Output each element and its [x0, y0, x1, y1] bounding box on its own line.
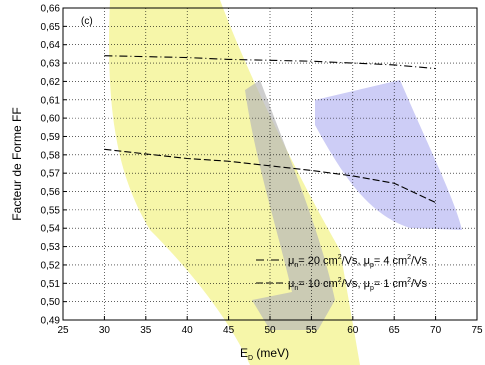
- x-tick-label: 30: [99, 325, 111, 336]
- x-tick-label: 25: [57, 325, 69, 336]
- series-line-2: [104, 148, 436, 204]
- y-tick-label: 0,60: [41, 114, 61, 125]
- y-tick-label: 0,62: [41, 77, 61, 88]
- legend-label-1: μn= 20 cm2/Vs, μp= 4 cm2/Vs: [288, 254, 427, 269]
- y-tick-label: 0,64: [41, 40, 61, 51]
- y-tick-label: 0,50: [41, 297, 61, 308]
- legend-label-part: μ: [288, 278, 294, 290]
- watermark: [109, 0, 462, 365]
- axis-ticks: 25 30 35 40 45 50 55 60 65 70 75 0,49 0,50 0,51 0,52 0,…: [41, 4, 483, 337]
- legend-label-part: 2: [338, 254, 342, 261]
- watermark-gray-stroke: [245, 80, 335, 330]
- x-tick-label: 60: [347, 325, 359, 336]
- y-tick-label: 0,49: [41, 316, 61, 327]
- y-tick-label: 0,56: [41, 187, 61, 198]
- legend-label-part: p: [370, 285, 374, 292]
- y-tick-label: 0,53: [41, 242, 61, 253]
- x-tick-label: 65: [389, 325, 401, 336]
- legend-label-part: /Vs: [411, 255, 427, 267]
- series-line-1: [104, 55, 436, 70]
- legend-label-part: 2: [407, 277, 411, 284]
- x-tick-label: 70: [430, 325, 442, 336]
- x-tick-label: 75: [471, 325, 483, 336]
- legend-label-part: = 1 cm: [374, 278, 407, 290]
- panel-label: (c): [81, 16, 93, 27]
- legend-label-part: 2: [338, 277, 342, 284]
- x-tick-label: 40: [182, 325, 194, 336]
- y-tick-label: 0,57: [41, 169, 61, 180]
- y-tick-label: 0,61: [41, 95, 61, 106]
- legend-label-part: = 4 cm: [374, 255, 407, 267]
- x-tick-label: 35: [140, 325, 152, 336]
- y-tick-label: 0,65: [41, 22, 61, 33]
- legend-label-part: 2: [407, 254, 411, 261]
- grid: [63, 8, 477, 320]
- x-axis-title-sub: D: [248, 355, 253, 362]
- legend-label-part: = 10 cm: [298, 278, 337, 290]
- legend-label-part: /Vs, μ: [342, 278, 370, 290]
- y-tick-label: 0,52: [41, 260, 61, 271]
- y-tick-label: 0,55: [41, 205, 61, 216]
- y-axis-title: Facteur de Forme FF: [10, 107, 24, 220]
- y-tick-label: 0,66: [41, 4, 61, 15]
- x-axis-title-main: E: [240, 346, 248, 360]
- series-lines: [104, 55, 436, 204]
- y-tick-label: 0,58: [41, 150, 61, 161]
- legend-label-part: p: [370, 262, 374, 269]
- x-axis-title: ED (meV): [240, 346, 289, 362]
- legend-label-part: n: [294, 262, 298, 269]
- x-tick-label: 55: [306, 325, 318, 336]
- y-tick-label: 0,51: [41, 279, 61, 290]
- legend-label-part: = 20 cm: [298, 255, 337, 267]
- y-tick-label: 0,54: [41, 224, 61, 235]
- legend-label-part: /Vs: [411, 278, 427, 290]
- y-tick-label: 0,59: [41, 132, 61, 143]
- legend-label-2: μn= 10 cm2/Vs, μp= 1 cm2/Vs: [288, 277, 427, 292]
- x-tick-label: 45: [223, 325, 235, 336]
- legend-label-part: /Vs, μ: [342, 255, 370, 267]
- legend-label-part: n: [294, 285, 298, 292]
- legend-label-part: μ: [288, 255, 294, 267]
- x-tick-label: 50: [264, 325, 276, 336]
- watermark-blue-shape: [315, 80, 462, 230]
- y-tick-label: 0,63: [41, 59, 61, 70]
- x-axis-title-unit: (meV): [253, 346, 289, 360]
